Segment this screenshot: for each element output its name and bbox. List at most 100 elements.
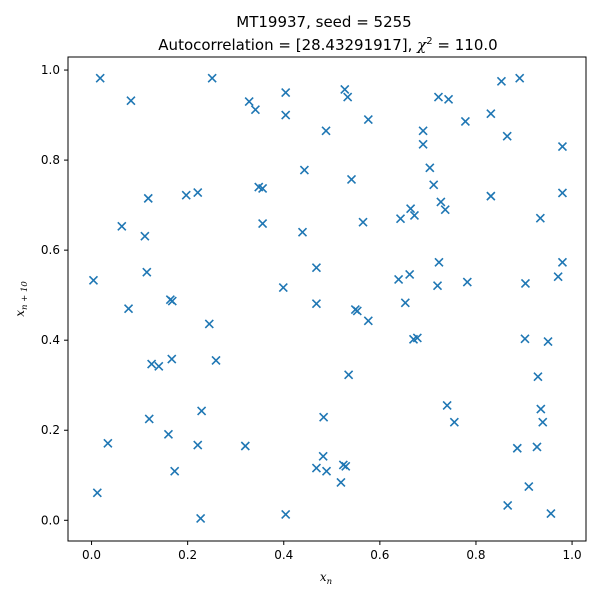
- data-point: [449, 417, 459, 427]
- data-point: [412, 333, 422, 343]
- chart-subtitle: Autocorrelation = [28.43291917], χ2 = 11…: [158, 36, 497, 54]
- data-point: [460, 116, 470, 126]
- data-point: [144, 414, 154, 424]
- data-point: [126, 96, 136, 106]
- x-tick-label: 0.8: [466, 548, 485, 562]
- x-tick: 0.4: [274, 541, 293, 562]
- y-tick: 0.6: [41, 243, 68, 257]
- data-point: [123, 304, 134, 314]
- data-point: [557, 142, 568, 152]
- data-point: [533, 372, 543, 382]
- data-point: [503, 500, 513, 510]
- data-point: [258, 219, 268, 229]
- data-point: [197, 406, 207, 416]
- data-point: [340, 84, 350, 94]
- data-point: [486, 109, 496, 119]
- data-point: [406, 204, 416, 214]
- x-axis-label-subscript: n: [327, 577, 332, 587]
- data-point: [167, 354, 177, 364]
- data-point: [434, 257, 444, 267]
- data-point: [515, 73, 525, 83]
- data-point: [103, 438, 113, 448]
- x-tick-label: 0.2: [178, 548, 197, 562]
- y-tick-label: 0.6: [41, 243, 60, 257]
- data-point: [147, 359, 157, 369]
- data-point: [512, 443, 522, 453]
- data-point: [240, 441, 250, 451]
- data-point: [418, 139, 428, 149]
- data-point: [358, 217, 368, 227]
- data-point: [418, 126, 428, 136]
- data-point: [281, 509, 291, 520]
- data-point: [281, 88, 291, 98]
- data-point: [444, 94, 454, 104]
- y-tick-label: 0.8: [41, 153, 60, 167]
- x-tick-label: 0.6: [370, 548, 389, 562]
- data-point: [321, 126, 331, 136]
- data-point: [535, 213, 545, 223]
- data-point: [207, 73, 217, 83]
- data-point: [524, 481, 534, 492]
- data-point: [341, 461, 351, 471]
- data-point: [311, 463, 321, 473]
- data-point: [352, 306, 362, 316]
- data-point: [442, 400, 452, 411]
- data-point: [258, 183, 268, 194]
- data-point: [211, 355, 221, 366]
- x-tick-label: 0.4: [274, 548, 293, 562]
- data-point: [311, 263, 321, 273]
- data-point: [400, 298, 410, 308]
- data-point: [502, 131, 512, 141]
- x-tick-label: 1.0: [563, 548, 582, 562]
- chi-value: = 110.0: [433, 36, 498, 54]
- data-point: [92, 488, 102, 498]
- data-point: [394, 274, 404, 284]
- x-tick: 0.0: [82, 541, 101, 562]
- data-point: [440, 205, 450, 215]
- data-point: [546, 508, 556, 519]
- data-point: [520, 334, 530, 344]
- plot-area-frame: [67, 56, 587, 542]
- data-point: [142, 267, 152, 277]
- x-tick: 0.6: [370, 541, 389, 562]
- chart-title: MT19937, seed = 5255: [236, 13, 411, 31]
- data-point: [436, 197, 446, 207]
- x-axis-label-base: x: [320, 570, 327, 584]
- data-point: [321, 466, 332, 476]
- data-point: [143, 193, 153, 203]
- data-point: [278, 282, 288, 293]
- data-point: [204, 319, 214, 329]
- y-tick-label: 0.2: [41, 423, 60, 437]
- data-point: [425, 163, 435, 173]
- data-point: [297, 227, 308, 237]
- autocorrelation-text: Autocorrelation = [28.43291917],: [158, 36, 417, 54]
- data-point: [343, 92, 353, 102]
- chi-exponent: 2: [426, 36, 432, 47]
- data-point: [433, 92, 444, 102]
- y-tick: 0.4: [41, 333, 68, 347]
- data-point: [163, 429, 173, 439]
- data-point: [170, 466, 180, 476]
- data-point: [363, 115, 373, 125]
- data-point: [196, 513, 206, 524]
- data-point: [553, 272, 563, 282]
- y-tick-label: 1.0: [41, 63, 60, 77]
- data-point: [395, 214, 406, 224]
- y-tick: 0.0: [41, 513, 68, 527]
- y-axis: 0.0 0.2 0.4 0.6 0.8 1.0: [41, 63, 68, 527]
- y-axis-label: xn + 10: [13, 281, 30, 317]
- data-point: [557, 257, 568, 267]
- data-point: [250, 105, 260, 115]
- data-point: [154, 361, 164, 371]
- data-point: [344, 370, 354, 380]
- y-tick: 0.2: [41, 423, 68, 437]
- data-point: [432, 281, 443, 291]
- y-tick: 1.0: [41, 63, 68, 77]
- x-tick: 0.2: [178, 541, 197, 562]
- y-tick-label: 0.4: [41, 333, 60, 347]
- data-point: [557, 188, 568, 198]
- data-point: [244, 97, 254, 107]
- y-axis-label-base: x: [13, 310, 27, 317]
- data-point: [117, 221, 127, 231]
- data-point: [429, 180, 439, 190]
